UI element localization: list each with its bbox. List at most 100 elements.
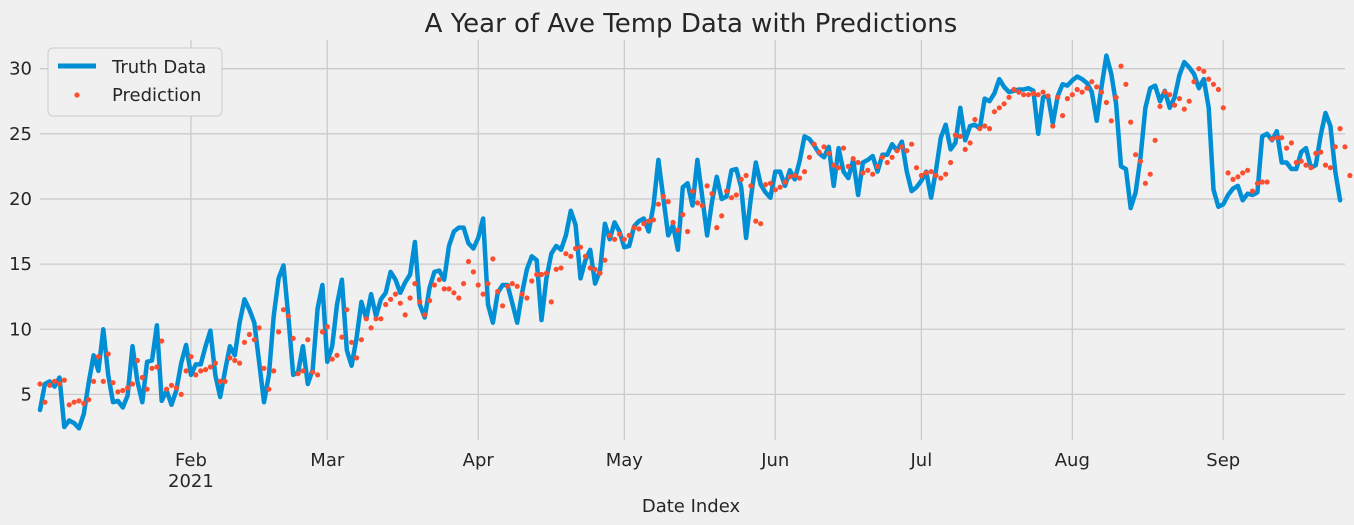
- prediction-point: [558, 265, 564, 271]
- prediction-point: [1001, 101, 1007, 107]
- prediction-point: [285, 313, 291, 319]
- x-axis-label: Date Index: [642, 496, 741, 517]
- prediction-point: [1293, 159, 1299, 166]
- x-tick-label: Feb: [175, 450, 207, 471]
- prediction-point: [1089, 79, 1095, 85]
- prediction-point: [1288, 140, 1294, 146]
- prediction-point: [56, 381, 63, 387]
- prediction-point: [266, 386, 272, 392]
- prediction-point: [650, 217, 657, 223]
- prediction-point: [986, 126, 993, 132]
- prediction-point: [1225, 170, 1231, 176]
- prediction-point: [276, 329, 282, 335]
- x-tick-label: Apr: [463, 450, 495, 471]
- x-tick-label: Aug: [1055, 450, 1090, 471]
- prediction-point: [1128, 119, 1134, 125]
- prediction-point: [37, 381, 43, 387]
- prediction-point: [1337, 126, 1343, 132]
- prediction-point: [1157, 103, 1163, 109]
- prediction-point: [441, 286, 447, 292]
- prediction-point: [198, 368, 204, 374]
- prediction-point: [149, 365, 155, 371]
- prediction-point: [811, 141, 817, 147]
- prediction-point: [753, 218, 759, 224]
- prediction-point: [193, 372, 199, 378]
- prediction-point: [938, 175, 944, 181]
- prediction-point: [1215, 86, 1221, 93]
- prediction-point: [480, 291, 486, 297]
- prediction-point: [300, 368, 306, 374]
- prediction-point: [870, 171, 876, 177]
- prediction-point: [1298, 158, 1304, 164]
- prediction-point: [1318, 149, 1324, 155]
- prediction-point: [801, 169, 808, 175]
- series-layer: [37, 53, 1353, 431]
- prediction-point: [597, 270, 603, 276]
- prediction-point: [928, 169, 934, 175]
- prediction-point: [1045, 93, 1051, 99]
- prediction-points: [37, 63, 1353, 408]
- prediction-point: [646, 218, 652, 224]
- prediction-point: [1191, 79, 1197, 85]
- prediction-point: [212, 360, 218, 366]
- prediction-point: [821, 144, 827, 150]
- prediction-point: [490, 256, 496, 262]
- prediction-point: [261, 365, 267, 371]
- prediction-point: [1240, 170, 1246, 176]
- prediction-point: [446, 286, 452, 292]
- prediction-point: [1269, 136, 1275, 142]
- prediction-point: [777, 184, 783, 190]
- prediction-point: [319, 329, 325, 335]
- prediction-point: [422, 312, 428, 318]
- prediction-point: [831, 162, 837, 168]
- legend-prediction-label: Prediction: [112, 85, 201, 106]
- prediction-point: [232, 357, 238, 364]
- prediction-point: [738, 176, 744, 182]
- prediction-point: [1249, 188, 1256, 194]
- prediction-point: [188, 354, 194, 360]
- prediction-point: [1040, 89, 1046, 95]
- prediction-point: [767, 180, 774, 186]
- prediction-point: [879, 154, 886, 160]
- prediction-point: [358, 337, 364, 343]
- prediction-point: [894, 148, 900, 154]
- prediction-point: [363, 316, 369, 322]
- prediction-point: [602, 257, 608, 263]
- prediction-point: [1235, 174, 1241, 180]
- prediction-point: [587, 265, 593, 271]
- prediction-point: [353, 355, 360, 361]
- prediction-point: [1274, 135, 1280, 141]
- prediction-point: [61, 377, 67, 383]
- prediction-point: [290, 335, 296, 341]
- prediction-point: [1098, 89, 1105, 95]
- prediction-point: [120, 387, 126, 394]
- prediction-point: [475, 282, 481, 288]
- prediction-point: [1254, 180, 1260, 186]
- prediction-point: [1103, 99, 1109, 106]
- prediction-point: [689, 188, 696, 194]
- prediction-point: [451, 290, 457, 296]
- prediction-point: [256, 325, 262, 331]
- prediction-point: [943, 171, 949, 177]
- prediction-point: [159, 338, 165, 344]
- prediction-point: [680, 212, 686, 218]
- prediction-point: [207, 364, 213, 370]
- prediction-point: [850, 156, 856, 162]
- prediction-point: [665, 199, 671, 205]
- prediction-point: [417, 299, 423, 305]
- prediction-point: [675, 227, 681, 233]
- prediction-point: [685, 228, 691, 235]
- prediction-point: [504, 283, 511, 289]
- prediction-point: [826, 150, 832, 156]
- prediction-point: [816, 149, 822, 155]
- x-tick-label: Mar: [310, 450, 345, 471]
- y-tick-label: 20: [9, 189, 32, 210]
- prediction-point: [378, 316, 384, 322]
- prediction-point: [548, 299, 554, 305]
- prediction-point: [952, 132, 959, 138]
- prediction-point: [1055, 94, 1061, 100]
- prediction-point: [797, 175, 803, 181]
- prediction-point: [982, 123, 988, 129]
